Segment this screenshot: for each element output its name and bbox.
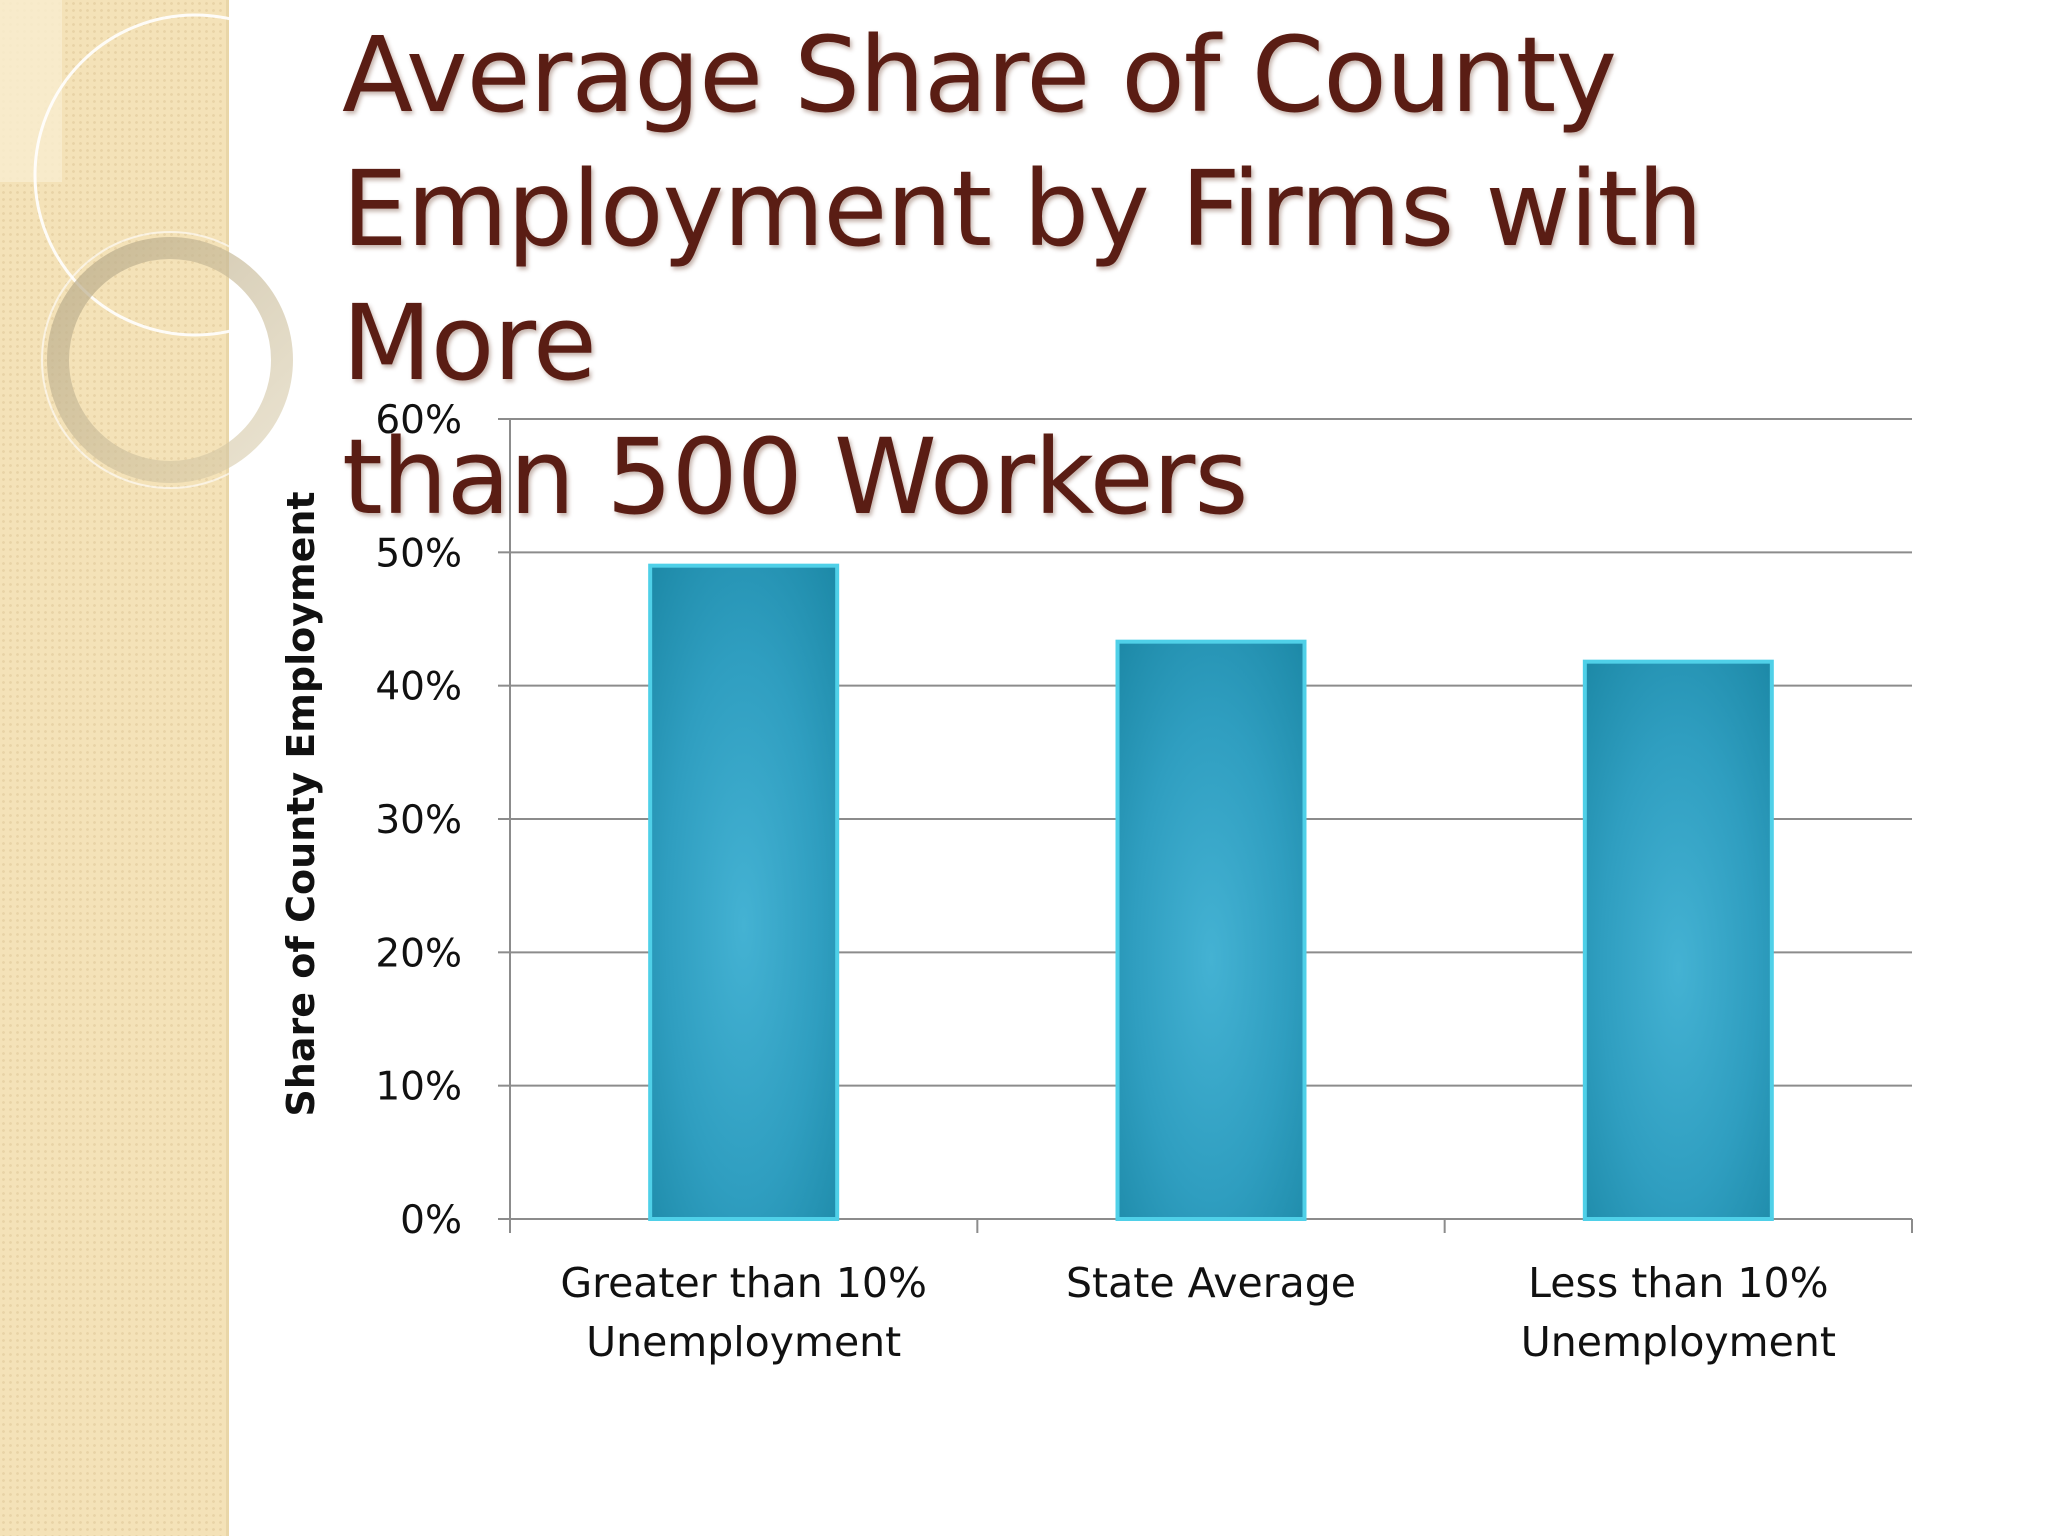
bar — [648, 563, 840, 1221]
x-category-label-line: Greater than 10% — [560, 1259, 927, 1307]
y-axis-label: Share of County Employment — [279, 491, 323, 1116]
bars — [648, 563, 1774, 1221]
y-tick-label: 40% — [375, 665, 462, 710]
title-line-3: than 500 Workers — [342, 416, 1249, 538]
y-tick-label: 30% — [375, 798, 462, 843]
bar — [1582, 659, 1774, 1221]
x-category-label-line: Unemployment — [1521, 1318, 1836, 1366]
x-category-label: Less than 10% Unemployment — [1521, 1259, 1836, 1366]
y-tick-label: 20% — [375, 931, 462, 976]
bar — [1115, 639, 1307, 1221]
slide-title: Average Share of County Employment by Fi… — [342, 8, 1962, 544]
x-category-labels: Greater than 10% Unemployment State Averag… — [560, 1259, 1836, 1366]
x-category-label-line: Less than 10% — [1528, 1259, 1828, 1307]
title-line-2: Employment by Firms with More — [342, 148, 1703, 404]
decorative-rings — [0, 0, 357, 489]
x-category-label-line: Unemployment — [586, 1318, 901, 1366]
title-line-1: Average Share of County — [342, 14, 1617, 136]
x-category-label: State Average — [1066, 1259, 1356, 1307]
x-category-label-line: State Average — [1066, 1259, 1356, 1307]
x-category-label: Greater than 10% Unemployment — [560, 1259, 927, 1366]
y-tick-label: 10% — [375, 1065, 462, 1110]
y-tick-label: 60% — [375, 398, 462, 443]
y-tick-label: 0% — [400, 1198, 462, 1243]
y-tick-label: 50% — [375, 531, 462, 576]
y-tick-labels: 0% 10% 20% 30% 40% 50% 60% — [375, 398, 462, 1243]
